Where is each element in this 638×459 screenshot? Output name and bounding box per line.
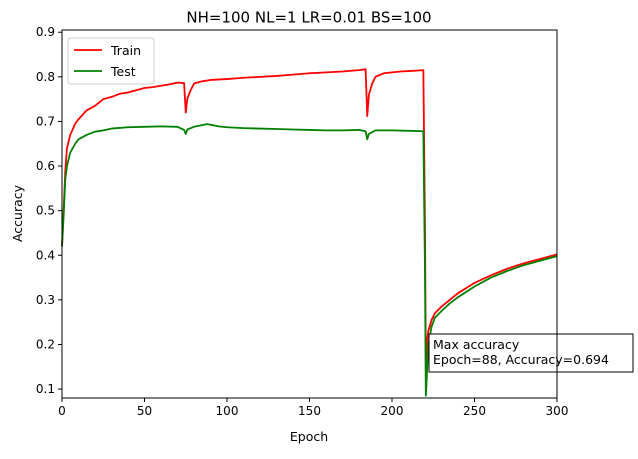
y-tick-label: 0.3	[36, 293, 55, 307]
x-tick-label: 250	[463, 404, 486, 418]
y-tick-label: 0.4	[36, 248, 55, 262]
legend: Train Test	[67, 37, 155, 85]
y-tick-label: 0.9	[36, 25, 55, 39]
chart-title: NH=100 NL=1 LR=0.01 BS=100	[186, 9, 431, 27]
x-axis-label: Epoch	[290, 429, 328, 444]
plot-frame	[61, 29, 558, 399]
y-tick-label: 0.8	[36, 70, 55, 84]
max-accuracy-annotation: Max accuracy Epoch=88, Accuracy=0.694	[428, 333, 634, 373]
axes: 0 50 100 150 200 250 300 0.1 0.2 0.3 0.4 0.5 0.6 0.7 0…	[36, 25, 569, 418]
annotation-line-1: Max accuracy	[433, 337, 520, 352]
annotation-box	[428, 333, 634, 373]
y-axis-label: Accuracy	[10, 184, 25, 242]
x-tick-label: 150	[298, 404, 321, 418]
x-tick-label: 200	[381, 404, 404, 418]
x-tick-label: 50	[137, 404, 152, 418]
y-tick-label: 0.5	[36, 204, 55, 218]
x-tick-label: 100	[216, 404, 239, 418]
annotation-line-2: Epoch=88, Accuracy=0.694	[433, 352, 609, 367]
y-tick-label: 0.6	[36, 159, 55, 173]
y-tick-label: 0.2	[36, 337, 55, 351]
legend-test-label: Test	[110, 64, 136, 79]
series-test-line	[61, 123, 558, 397]
y-tick-label: 0.7	[36, 114, 55, 128]
x-tick-label: 0	[58, 404, 66, 418]
y-tick-label: 0.1	[36, 382, 55, 396]
legend-train-label: Train	[110, 43, 141, 58]
x-tick-label: 300	[546, 404, 569, 418]
plot-area	[61, 68, 558, 397]
series-train-line	[61, 68, 558, 368]
